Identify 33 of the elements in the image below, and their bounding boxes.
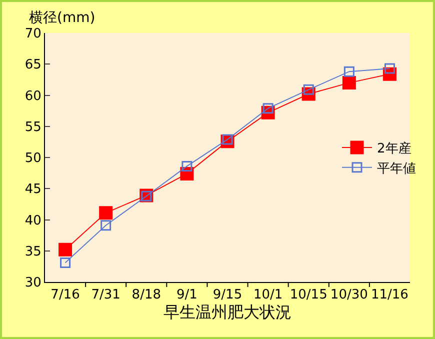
x-tick-label: 10/15 bbox=[290, 288, 328, 303]
legend-label: 2年産 bbox=[377, 140, 412, 157]
point bbox=[262, 103, 274, 114]
legend-label: 平年値 bbox=[377, 161, 416, 176]
y-tick-label: 40 bbox=[24, 213, 42, 228]
x-tick-label: 7/31 bbox=[91, 288, 120, 303]
point bbox=[344, 66, 354, 77]
point bbox=[99, 206, 113, 220]
y-tick-label: 50 bbox=[24, 151, 42, 166]
point bbox=[222, 134, 233, 145]
y-tick-label: 35 bbox=[24, 244, 42, 260]
point bbox=[58, 242, 72, 256]
x-axis-title: 早生温州肥大状況 bbox=[164, 302, 292, 322]
y-tick-label: 55 bbox=[24, 120, 42, 135]
x-tick-label: 7/16 bbox=[50, 288, 80, 303]
x-tick-label: 10/1 bbox=[253, 288, 283, 303]
point bbox=[384, 63, 395, 74]
y-axis-title: 横径(mm) bbox=[29, 10, 96, 26]
y-tick-label: 70 bbox=[24, 26, 42, 42]
point bbox=[303, 84, 314, 95]
x-tick-label: 11/16 bbox=[370, 288, 408, 303]
y-tick-label: 30 bbox=[24, 276, 42, 291]
x-tick-label: 10/30 bbox=[330, 288, 368, 303]
x-tick-label: 9/1 bbox=[176, 288, 198, 303]
x-tick-label: 8/18 bbox=[132, 288, 161, 303]
y-tick-label: 65 bbox=[24, 58, 42, 73]
point bbox=[100, 220, 112, 231]
x-tick-label: 9/15 bbox=[212, 288, 242, 303]
y-tick-label: 45 bbox=[24, 182, 42, 198]
y-tick-label: 60 bbox=[24, 88, 42, 104]
point bbox=[60, 257, 71, 268]
point bbox=[182, 160, 192, 172]
point bbox=[342, 76, 356, 90]
